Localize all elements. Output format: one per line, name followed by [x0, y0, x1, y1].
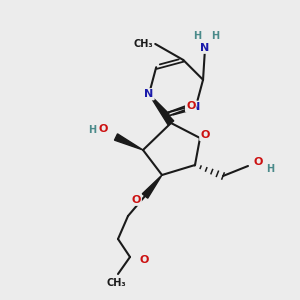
Text: H: H — [193, 31, 201, 41]
Text: O: O — [140, 255, 149, 265]
Text: CH₃: CH₃ — [106, 278, 126, 288]
Polygon shape — [142, 175, 162, 198]
Text: H: H — [266, 164, 274, 174]
Text: H: H — [88, 125, 96, 135]
Polygon shape — [149, 94, 174, 125]
Text: N: N — [191, 102, 200, 112]
Text: O: O — [200, 130, 210, 140]
Text: N: N — [144, 89, 154, 99]
Polygon shape — [115, 134, 143, 150]
Text: O: O — [99, 124, 108, 134]
Text: N: N — [200, 43, 210, 53]
Text: O: O — [253, 157, 262, 167]
Text: O: O — [186, 101, 195, 111]
Text: H: H — [211, 31, 219, 41]
Text: O: O — [132, 195, 141, 205]
Text: CH₃: CH₃ — [134, 39, 153, 49]
